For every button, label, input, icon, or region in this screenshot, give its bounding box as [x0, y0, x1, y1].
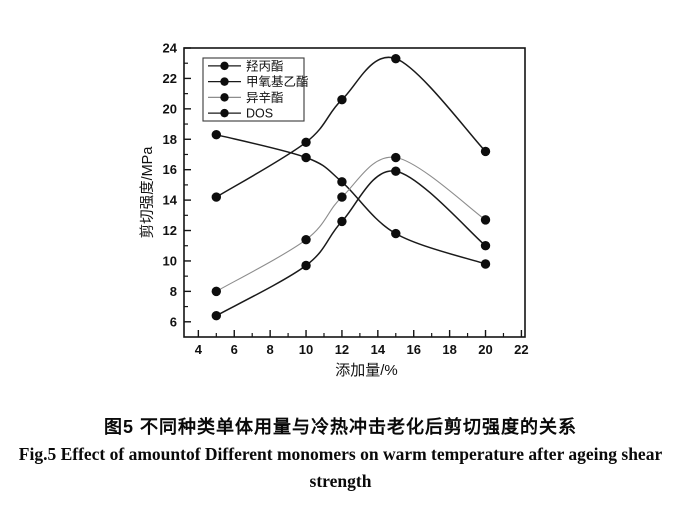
- data-point-marker: [480, 259, 491, 269]
- y-tick-label: 14: [163, 193, 178, 208]
- x-tick-label: 10: [299, 342, 313, 357]
- x-tick-label: 16: [406, 342, 420, 357]
- x-tick-label: 12: [335, 342, 349, 357]
- y-tick-label: 18: [163, 132, 177, 147]
- y-tick-label: 20: [163, 101, 177, 116]
- x-tick-label: 6: [231, 342, 238, 357]
- data-point-marker: [211, 311, 222, 321]
- data-point-marker: [337, 177, 347, 187]
- data-point-marker: [337, 216, 347, 227]
- y-tick-label: 8: [170, 284, 177, 299]
- data-point-marker: [337, 192, 347, 202]
- data-point-marker: [301, 137, 311, 148]
- legend-marker-icon: [220, 61, 229, 71]
- y-tick-label: 22: [163, 71, 177, 86]
- data-point-marker: [211, 130, 222, 140]
- data-point-marker: [211, 192, 222, 202]
- x-tick-label: 18: [442, 342, 456, 357]
- legend-marker-icon: [220, 77, 229, 86]
- legend-box: [202, 57, 305, 122]
- y-tick-label: 10: [163, 253, 177, 268]
- y-axis-title: 剪切强度/MPa: [138, 146, 156, 239]
- legend-marker-icon: [220, 108, 229, 118]
- series-line-3: [215, 170, 486, 317]
- legend-label-2: 异辛酯: [246, 91, 284, 105]
- figure-caption-en: Fig.5 Effect of amountof Different monom…: [18, 444, 663, 464]
- legend-label-0: 羟丙酯: [246, 58, 284, 73]
- data-point-marker: [337, 95, 347, 105]
- x-tick-label: 22: [514, 342, 528, 357]
- y-tick-label: 6: [170, 314, 177, 329]
- figure-caption-zh: 图5 不同种类单体用量与冷热冲击老化后剪切强度的关系: [103, 417, 577, 437]
- legend-label-1: 甲氧基乙酯: [246, 75, 309, 89]
- x-axis-title: 添加量/%: [335, 362, 398, 379]
- data-point-marker: [301, 260, 311, 271]
- x-tick-label: 8: [267, 342, 274, 357]
- x-tick-label: 20: [478, 342, 492, 357]
- data-point-marker: [211, 286, 222, 297]
- data-point-marker: [391, 166, 401, 176]
- legend-marker-icon: [220, 93, 229, 102]
- y-tick-label: 16: [163, 162, 177, 177]
- data-point-marker: [480, 215, 491, 225]
- y-tick-label: 12: [163, 223, 177, 238]
- x-tick-label: 4: [195, 342, 203, 357]
- legend-label-3: DOS: [246, 107, 273, 121]
- data-point-marker: [301, 234, 311, 245]
- series-line-1: [216, 133, 486, 265]
- line-chart: 4 6 8 10 12 14 16 18 20 22 6 8 10 12 14 16 18 20 22 24 添加量/%…: [138, 41, 529, 380]
- data-point-marker: [301, 152, 311, 163]
- x-tick-label: 14: [371, 342, 386, 357]
- y-tick-label: 24: [163, 41, 178, 56]
- figure-caption-en-strength: strength: [309, 471, 372, 491]
- data-point-marker: [480, 146, 491, 157]
- data-point-marker: [391, 152, 401, 163]
- data-point-marker: [391, 228, 401, 239]
- data-point-marker: [391, 53, 401, 64]
- series-line-2: [216, 156, 486, 292]
- plot-frame: [183, 47, 526, 338]
- data-point-marker: [480, 241, 491, 251]
